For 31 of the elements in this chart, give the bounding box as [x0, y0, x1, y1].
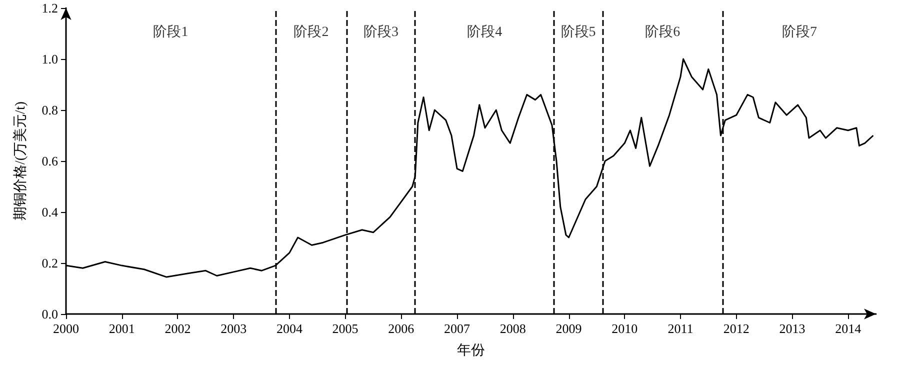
annotation: 阶段1 — [153, 24, 188, 40]
x-tick-label: 2003 — [220, 321, 247, 336]
x-tick-label: 2004 — [276, 321, 303, 336]
annotation: 阶段3 — [364, 24, 399, 40]
y-tick-label: 0.2 — [42, 256, 58, 270]
x-tick-label: 2008 — [500, 321, 526, 336]
y-tick-label: 0.6 — [42, 154, 58, 168]
x-tick-label: 2012 — [723, 321, 750, 336]
x-tick-label: 2005 — [332, 321, 358, 336]
x-tick-label: 2011 — [668, 321, 694, 336]
x-tick-label: 2002 — [164, 321, 191, 336]
y-tick-label: 0.8 — [42, 102, 58, 118]
y-tick-label: 0.0 — [42, 306, 58, 322]
x-tick-label: 2009 — [556, 321, 582, 336]
x-tick-label: 2000 — [53, 321, 79, 336]
x-axis-title: 年份 — [457, 342, 485, 358]
y-tick-label: 1.0 — [42, 52, 58, 66]
y-tick-label: 0.4 — [42, 204, 58, 220]
annotation: 阶段7 — [782, 24, 817, 40]
x-tick-label: 2007 — [444, 321, 471, 336]
y-tick-label: 1.2 — [42, 0, 58, 16]
x-tick-label: 2013 — [779, 321, 806, 336]
annotation: 阶段6 — [645, 24, 680, 40]
y-axis-title: 期铜价格/(万美元/t) — [12, 101, 28, 220]
annotation: 阶段5 — [560, 24, 596, 40]
x-tick-label: 2001 — [108, 321, 135, 336]
x-tick-label: 2010 — [612, 321, 638, 336]
annotation: 阶段2 — [294, 24, 329, 40]
x-tick-label: 2006 — [388, 321, 415, 336]
annotation: 阶段4 — [467, 24, 502, 40]
x-tick-label: 2014 — [835, 321, 862, 336]
